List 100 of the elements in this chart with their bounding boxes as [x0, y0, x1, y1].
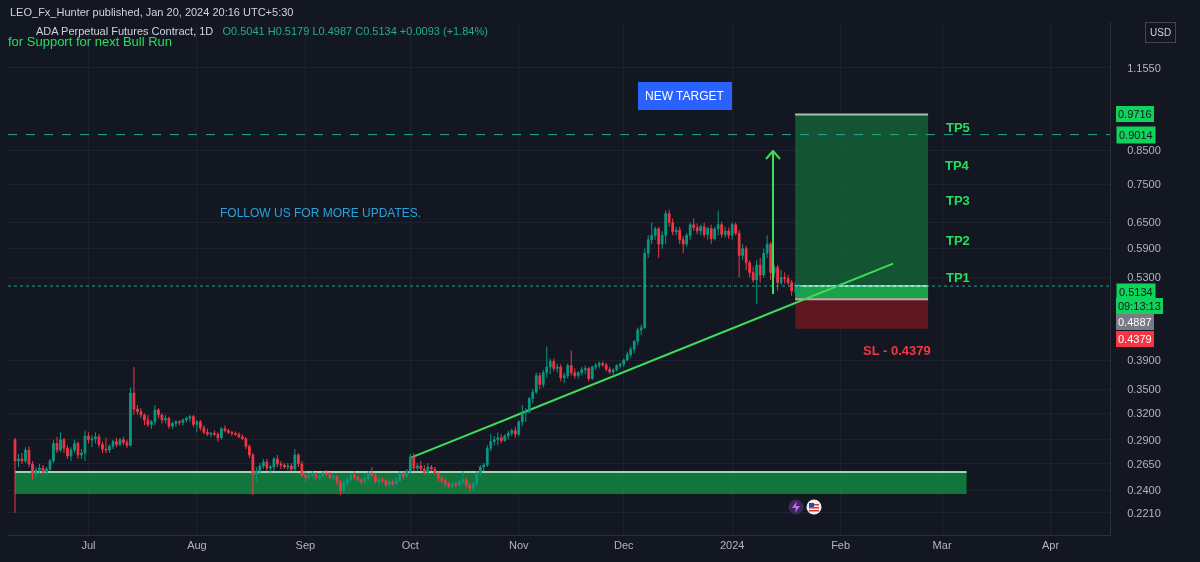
candlestick [283, 462, 286, 470]
candlestick [436, 470, 440, 483]
candlestick [108, 443, 111, 454]
candlestick [318, 472, 321, 482]
candlestick [153, 404, 157, 426]
candlestick [262, 458, 265, 470]
candlestick [359, 476, 363, 486]
candlestick [699, 224, 703, 236]
y-tick-label: 0.2900 [1127, 433, 1161, 446]
candlestick [366, 470, 370, 482]
candlestick [293, 448, 297, 472]
candlestick [461, 470, 465, 485]
text: 0.4887 [1118, 316, 1152, 328]
chart-subtitle: O0.5041 H0.5179 L0.4987 C0.5134 +0.0093 (+1.84%) [222, 24, 488, 37]
candlestick [503, 433, 507, 443]
candlestick [783, 271, 786, 285]
candlestick [349, 472, 353, 483]
annotation: TP4 [945, 158, 970, 173]
candlestick [363, 472, 367, 485]
candlestick [723, 226, 727, 238]
candlestick [566, 362, 570, 380]
candlestick [132, 366, 136, 416]
candlestick [237, 431, 241, 439]
candlestick [653, 226, 657, 241]
candlestick [115, 437, 118, 448]
candlestick [730, 222, 734, 241]
candlestick [440, 474, 444, 484]
candlestick [555, 362, 559, 374]
candlestick [122, 436, 125, 446]
candlestick [790, 279, 793, 297]
candlestick [325, 469, 328, 477]
candlestick [779, 269, 783, 286]
annotation: NEW TARGET [645, 89, 725, 103]
candlestick [408, 453, 412, 474]
candlestick [20, 452, 24, 465]
candlestick [13, 437, 17, 514]
candlestick [178, 419, 181, 426]
y-tick-label: 0.2650 [1127, 457, 1161, 470]
candlestick [590, 365, 594, 381]
candlestick [674, 226, 678, 236]
candlestick [538, 372, 542, 390]
candlestick [83, 430, 87, 462]
candlestick [499, 433, 503, 444]
candlestick [664, 209, 668, 245]
candlestick [709, 224, 713, 245]
candlestick [702, 222, 706, 238]
candlestick [129, 387, 132, 447]
candlestick [342, 479, 346, 494]
x-tick-label: Jul [81, 539, 96, 552]
candlestick [401, 470, 405, 481]
candlestick [104, 437, 108, 454]
candlestick [174, 419, 178, 428]
candlestick [125, 439, 129, 449]
annotation: TP2 [946, 233, 970, 248]
candlestick [496, 431, 500, 446]
candlestick [569, 350, 573, 377]
candlestick [597, 360, 601, 369]
candlestick [276, 454, 279, 468]
candlestick [90, 434, 94, 448]
candlestick [380, 476, 384, 484]
candlestick [618, 362, 622, 369]
x-tick-label: Mar [932, 539, 952, 552]
candlestick [601, 360, 605, 368]
candlestick [464, 476, 468, 489]
candlestick [506, 430, 510, 441]
candlestick [695, 222, 699, 235]
candlestick [41, 464, 45, 475]
candlestick [17, 453, 20, 468]
candlestick [216, 431, 220, 443]
y-tick-label: 0.6500 [1127, 216, 1161, 229]
candlestick [429, 464, 433, 472]
annotation: FOLLOW US FOR MORE UPDATES. [220, 206, 422, 220]
annotation: TP1 [946, 270, 970, 285]
candlestick [307, 472, 311, 481]
x-tick-label: Feb [831, 539, 851, 552]
candlestick [192, 414, 195, 428]
candlestick [454, 481, 458, 488]
y-tick-label: 0.3500 [1127, 382, 1161, 395]
candlestick [76, 441, 80, 460]
candlestick [230, 430, 234, 437]
candlestick [447, 481, 451, 489]
candlestick [426, 462, 430, 474]
candlestick [206, 428, 209, 437]
candlestick [552, 358, 556, 372]
annotation: SL - 0.4379 [863, 343, 931, 358]
candlestick [94, 431, 97, 444]
candlestick [143, 412, 146, 426]
candlestick [38, 463, 41, 474]
candlestick [332, 473, 335, 481]
candlestick [24, 446, 27, 464]
annotation: TP3 [946, 193, 970, 208]
candlestick [387, 479, 391, 487]
text: 0.4379 [1118, 333, 1152, 345]
x-tick-label: Sep [295, 539, 316, 552]
candlestick [234, 430, 237, 437]
candlestick [34, 466, 38, 478]
x-tick-label: Dec [613, 539, 634, 552]
candlestick [398, 470, 402, 483]
x-tick-label: Aug [187, 539, 207, 552]
candlestick [657, 226, 661, 259]
